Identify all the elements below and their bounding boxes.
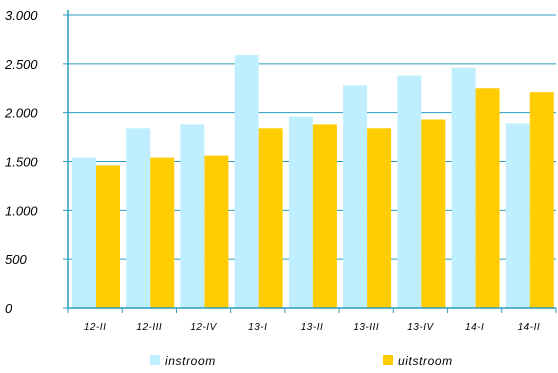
y-tick-label: 2.500 (4, 57, 38, 72)
x-tick-label: 12-III (136, 322, 162, 333)
y-tick-label: 500 (5, 252, 27, 267)
bar-uitstroom-14-I (475, 88, 500, 308)
x-tick-label: 13-III (353, 322, 379, 333)
bar-instroom-12-III (126, 128, 151, 308)
bar-uitstroom-13-IV (421, 119, 446, 309)
y-tick-label: 1.000 (5, 203, 38, 218)
bar-uitstroom-12-III (150, 157, 175, 308)
bar-instroom-12-IV (180, 124, 205, 309)
bar-instroom-13-III (343, 85, 368, 308)
legend-label-uitstroom: uitstroom (398, 354, 453, 368)
x-tick-label: 12-IV (190, 322, 217, 333)
legend-label-instroom: instroom (165, 354, 216, 368)
x-tick-label: 13-IV (407, 322, 434, 333)
bar-uitstroom-13-III (367, 128, 392, 308)
y-tick-label: 2.000 (4, 106, 38, 121)
bar-instroom-14-II (505, 123, 530, 308)
y-tick-label: 1.500 (5, 155, 38, 170)
x-tick-label: 14-II (518, 322, 541, 333)
x-tick-label: 13-II (301, 322, 324, 333)
bar-instroom-13-IV (397, 75, 422, 308)
bar-uitstroom-13-I (258, 128, 283, 308)
bar-instroom-14-I (451, 67, 476, 309)
x-tick-label: 14-I (465, 322, 484, 333)
legend-swatch-instroom (150, 355, 160, 365)
bar-uitstroom-12-II (96, 165, 120, 308)
x-tick-label: 12-II (84, 322, 107, 333)
y-tick-label: 3.000 (5, 8, 38, 23)
legend-swatch-uitstroom (383, 355, 393, 365)
bar-instroom-12-II (72, 157, 96, 308)
bar-instroom-13-I (234, 55, 259, 308)
bar-uitstroom-12-IV (204, 155, 229, 308)
x-tick-label: 13-I (248, 322, 267, 333)
bar-uitstroom-13-II (312, 124, 337, 309)
bar-instroom-13-II (288, 116, 313, 308)
bar-uitstroom-14-II (529, 92, 554, 308)
y-tick-label: 0 (5, 301, 13, 316)
